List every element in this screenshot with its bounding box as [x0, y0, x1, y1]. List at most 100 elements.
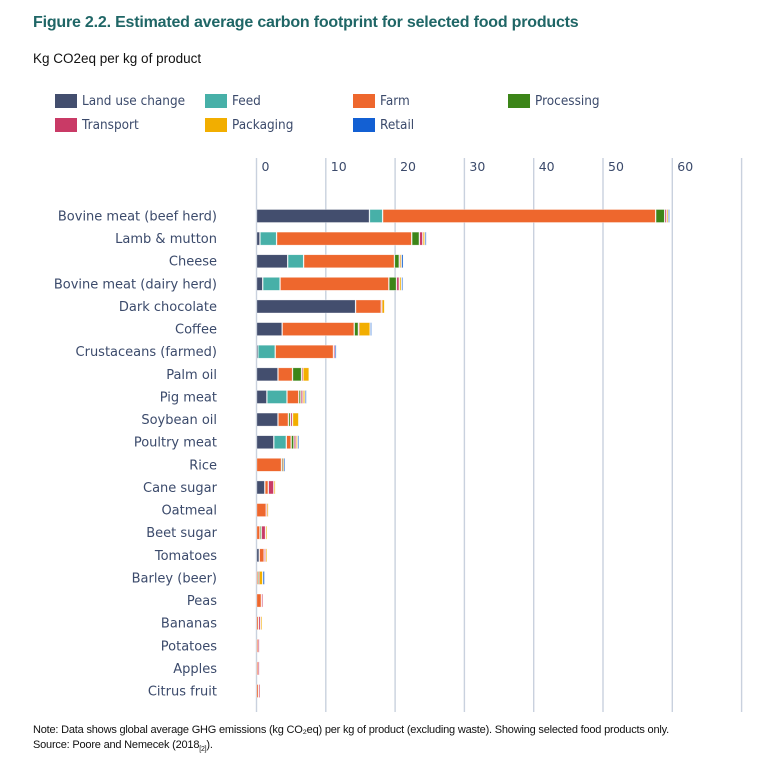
bar-segment-farm[interactable]: [256, 638, 259, 653]
bar-segment-farm[interactable]: [280, 277, 389, 291]
bar-segment-packaging[interactable]: [296, 435, 298, 450]
bar-segment-land-use-change[interactable]: [256, 299, 356, 314]
bar-segment-packaging[interactable]: [666, 209, 669, 223]
bar-segment-feed[interactable]: [369, 209, 383, 223]
bar-segment-farm[interactable]: [256, 571, 259, 585]
bar-segment-retail[interactable]: [262, 571, 265, 585]
bar-segment-transport[interactable]: [258, 684, 261, 698]
bar-segment-transport[interactable]: [264, 548, 266, 563]
bar-segment-farm[interactable]: [256, 616, 259, 630]
bar-segment-farm[interactable]: [275, 344, 334, 359]
bar-segment-packaging[interactable]: [265, 525, 268, 540]
bar-segment-packaging[interactable]: [303, 367, 310, 382]
bar-segment-processing[interactable]: [655, 209, 665, 223]
legend-item-packaging[interactable]: Packaging: [205, 117, 298, 133]
bar-segment-processing[interactable]: [354, 322, 359, 336]
bar-segment-land-use-change[interactable]: [256, 390, 267, 404]
bar-segment-farm[interactable]: [264, 480, 269, 495]
bar-segment-land-use-change[interactable]: [256, 322, 283, 336]
bar-segment-feed[interactable]: [262, 277, 280, 291]
bar-segment-farm[interactable]: [256, 503, 267, 517]
bar-segment-farm[interactable]: [256, 525, 260, 540]
bar-segment-processing[interactable]: [394, 254, 400, 269]
bar-segment-land-use-change[interactable]: [256, 480, 265, 495]
bar-segment-land-use-change[interactable]: [256, 277, 263, 291]
bar-segment-farm[interactable]: [355, 299, 382, 314]
bar-segment-packaging[interactable]: [399, 277, 402, 291]
bar-segment-feed[interactable]: [266, 390, 287, 404]
bar-segment-farm[interactable]: [278, 412, 289, 427]
bar-segment-farm[interactable]: [259, 548, 265, 563]
legend-item-land-use-change[interactable]: Land use change: [55, 93, 193, 109]
bar-segment-retail[interactable]: [297, 435, 299, 450]
bar-segment-packaging[interactable]: [303, 390, 305, 404]
bar-segment-farm[interactable]: [256, 661, 259, 676]
bar-segment-processing[interactable]: [260, 525, 262, 540]
bar-segment-farm[interactable]: [287, 390, 299, 404]
bar-segment-transport[interactable]: [664, 209, 667, 223]
legend-item-retail[interactable]: Retail: [353, 117, 417, 133]
bar-segment-farm[interactable]: [303, 254, 395, 269]
bar-segment-processing[interactable]: [288, 412, 291, 427]
bar-segment-processing[interactable]: [298, 390, 301, 404]
bar-segment-packaging[interactable]: [259, 571, 263, 585]
bar-segment-packaging[interactable]: [382, 299, 385, 314]
bar-segment-transport[interactable]: [257, 638, 260, 653]
bar-segment-transport[interactable]: [257, 661, 260, 676]
bar-segment-packaging[interactable]: [266, 503, 269, 517]
bar-segment-farm[interactable]: [382, 209, 656, 223]
bar-segment-transport[interactable]: [300, 390, 303, 404]
bar-segment-land-use-change[interactable]: [256, 367, 278, 382]
bar-segment-packaging[interactable]: [292, 412, 299, 427]
bar-segment-farm[interactable]: [278, 367, 293, 382]
source-ref-link[interactable]: [2]: [199, 746, 207, 754]
bar-segment-packaging[interactable]: [260, 616, 263, 630]
bar-segment-transport[interactable]: [268, 480, 274, 495]
bar-segment-retail[interactable]: [305, 390, 307, 404]
bar-segment-transport[interactable]: [333, 344, 336, 359]
bar-segment-transport[interactable]: [301, 367, 304, 382]
bar-segment-transport[interactable]: [290, 412, 293, 427]
bar-segment-farm[interactable]: [256, 593, 262, 608]
legend-item-feed[interactable]: Feed: [205, 93, 263, 109]
bar-segment-packaging[interactable]: [359, 322, 371, 336]
bar-segment-feed[interactable]: [273, 435, 287, 450]
bar-segment-transport[interactable]: [419, 231, 423, 246]
bar-segment-processing[interactable]: [411, 231, 420, 246]
bar-segment-land-use-change[interactable]: [256, 548, 260, 563]
legend-item-processing[interactable]: Processing: [508, 93, 604, 109]
bar-segment-processing[interactable]: [388, 277, 397, 291]
bar-segment-transport[interactable]: [258, 616, 261, 630]
bar-segment-retail[interactable]: [370, 322, 372, 336]
bar-segment-feed[interactable]: [287, 254, 304, 269]
bar-segment-land-use-change[interactable]: [256, 209, 370, 223]
bar-segment-processing[interactable]: [291, 435, 294, 450]
bar-segment-land-use-change[interactable]: [256, 344, 259, 359]
bar-segment-transport[interactable]: [261, 525, 266, 540]
bar-segment-land-use-change[interactable]: [256, 231, 260, 246]
bar-segment-feed[interactable]: [257, 344, 276, 359]
bar-segment-packaging[interactable]: [422, 231, 425, 246]
bar-segment-transport[interactable]: [396, 277, 400, 291]
legend-item-transport[interactable]: Transport: [55, 117, 143, 133]
bar-segment-packaging[interactable]: [400, 254, 402, 269]
bar-segment-packaging[interactable]: [265, 548, 268, 563]
bar-segment-retail[interactable]: [424, 231, 427, 246]
bar-segment-land-use-change[interactable]: [256, 435, 274, 450]
legend-item-farm[interactable]: Farm: [353, 93, 412, 109]
bar-segment-retail[interactable]: [401, 277, 403, 291]
bar-segment-feed[interactable]: [260, 231, 277, 246]
bar-segment-packaging[interactable]: [273, 480, 276, 495]
bar-segment-retail[interactable]: [668, 209, 670, 223]
bar-segment-farm[interactable]: [286, 435, 292, 450]
bar-segment-land-use-change[interactable]: [256, 412, 278, 427]
bar-segment-processing[interactable]: [292, 367, 302, 382]
bar-segment-retail[interactable]: [283, 458, 286, 472]
bar-segment-retail[interactable]: [334, 344, 337, 359]
bar-segment-transport[interactable]: [294, 435, 296, 450]
bar-segment-transport[interactable]: [261, 593, 263, 608]
bar-segment-retail[interactable]: [401, 254, 404, 269]
bar-segment-farm[interactable]: [276, 231, 412, 246]
bar-segment-farm[interactable]: [256, 684, 259, 698]
bar-segment-land-use-change[interactable]: [256, 254, 288, 269]
